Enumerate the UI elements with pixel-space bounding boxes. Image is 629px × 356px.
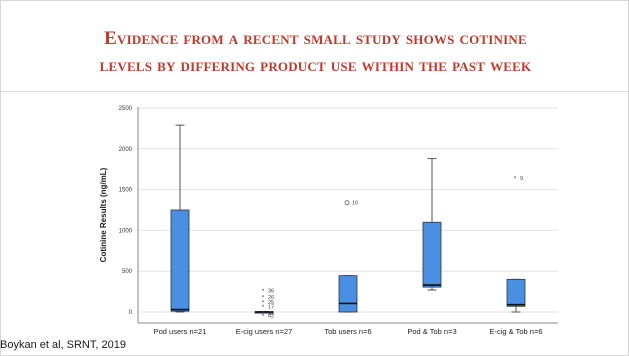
y-axis-label: Cotinine Results (ng/mL) [99,167,108,262]
outlier-label: 42 [268,313,274,319]
outlier-point: * [262,300,265,306]
x-tick-label: Pod users n=21 [154,327,207,336]
outlier-label: 17 [268,305,274,311]
x-tick-label: Pod & Tob n=3 [407,327,456,336]
y-tick-label: 2000 [119,147,133,153]
box [338,275,358,313]
slide-title: Evidence from a recent small study shows… [1,25,629,79]
title-line-2: levels by differing product use within t… [99,55,532,76]
outlier-point: * [262,288,265,294]
outlier-label: 10 [352,201,358,207]
outlier-point: * [262,313,265,319]
outlier-label: 22 [268,311,274,317]
outlier-label: 36 [268,288,274,294]
y-tick-label: 2500 [119,106,133,112]
outlier-point: * [262,305,265,311]
box [506,278,526,307]
title-divider [1,91,629,92]
x-tick-label: E-cig users n=27 [236,327,293,336]
y-tick-label: 1500 [119,188,133,194]
y-tick-label: 1000 [119,228,133,234]
x-tick-label: Tob users n=6 [324,327,371,336]
outlier-label: 26 [268,295,274,301]
title-line-1: Evidence from a recent small study shows… [104,28,527,49]
outlier-point: * [262,295,265,301]
x-tick-label: E-cig & Tob n=6 [489,327,542,336]
citation: Boykan et al, SRNT, 2019 [0,339,126,351]
outlier-point: * [262,311,265,317]
outlier-label: 25 [268,300,274,306]
outlier-point [344,200,350,206]
y-tick-label: 500 [122,269,133,275]
outlier-label: 9 [520,176,523,182]
y-tick-label: 0 [129,310,133,316]
outlier-point: * [514,176,517,182]
box [170,209,190,312]
box [422,221,442,288]
